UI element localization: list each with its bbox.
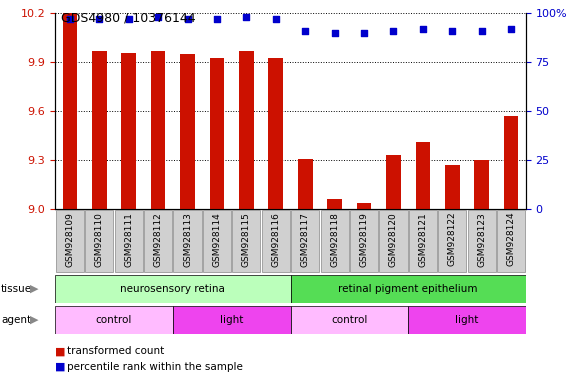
Point — [477, 28, 486, 34]
Bar — [63, 13, 77, 209]
Text: GSM928120: GSM928120 — [389, 212, 398, 266]
FancyBboxPatch shape — [468, 210, 496, 272]
FancyBboxPatch shape — [291, 210, 320, 272]
Point — [153, 14, 163, 20]
Bar — [327, 199, 342, 209]
Bar — [268, 58, 283, 209]
Point — [124, 16, 134, 22]
FancyBboxPatch shape — [261, 210, 290, 272]
Bar — [151, 51, 166, 209]
FancyBboxPatch shape — [497, 210, 525, 272]
Point — [507, 26, 516, 32]
Text: light: light — [220, 314, 243, 325]
Bar — [92, 51, 107, 209]
FancyBboxPatch shape — [144, 210, 172, 272]
Bar — [210, 58, 224, 209]
Text: agent: agent — [1, 314, 31, 325]
Text: GSM928112: GSM928112 — [153, 212, 163, 266]
FancyBboxPatch shape — [114, 210, 143, 272]
FancyBboxPatch shape — [232, 210, 260, 272]
Point — [65, 16, 74, 22]
Text: GSM928109: GSM928109 — [66, 212, 74, 267]
Bar — [474, 160, 489, 209]
Bar — [357, 203, 371, 209]
Text: percentile rank within the sample: percentile rank within the sample — [67, 362, 243, 372]
Text: ■: ■ — [55, 346, 66, 356]
Point — [300, 28, 310, 34]
Text: tissue: tissue — [1, 284, 33, 294]
Text: light: light — [456, 314, 479, 325]
Bar — [445, 165, 460, 209]
Text: GSM928116: GSM928116 — [271, 212, 280, 267]
Point — [330, 30, 339, 36]
Point — [183, 16, 192, 22]
Text: GSM928114: GSM928114 — [213, 212, 221, 266]
FancyBboxPatch shape — [350, 210, 378, 272]
FancyBboxPatch shape — [321, 210, 349, 272]
FancyBboxPatch shape — [290, 275, 526, 303]
Point — [271, 16, 281, 22]
Bar — [121, 53, 136, 209]
Text: transformed count: transformed count — [67, 346, 164, 356]
FancyBboxPatch shape — [379, 210, 407, 272]
Bar — [386, 156, 401, 209]
Point — [360, 30, 369, 36]
Text: GDS4980 / 10376144: GDS4980 / 10376144 — [61, 12, 196, 25]
FancyBboxPatch shape — [409, 210, 437, 272]
Point — [447, 28, 457, 34]
Text: GSM928117: GSM928117 — [301, 212, 310, 267]
Text: GSM928115: GSM928115 — [242, 212, 251, 267]
FancyBboxPatch shape — [174, 210, 202, 272]
Text: ■: ■ — [55, 362, 66, 372]
FancyBboxPatch shape — [85, 210, 113, 272]
Text: ▶: ▶ — [30, 314, 39, 325]
Point — [418, 26, 428, 32]
Text: GSM928121: GSM928121 — [418, 212, 428, 266]
FancyBboxPatch shape — [290, 306, 408, 333]
Point — [95, 16, 104, 22]
Text: neurosensory retina: neurosensory retina — [120, 284, 225, 294]
Text: GSM928113: GSM928113 — [183, 212, 192, 267]
FancyBboxPatch shape — [173, 306, 290, 333]
FancyBboxPatch shape — [408, 306, 526, 333]
Text: GSM928111: GSM928111 — [124, 212, 133, 267]
Text: GSM928118: GSM928118 — [330, 212, 339, 267]
Text: GSM928122: GSM928122 — [448, 212, 457, 266]
Bar — [239, 51, 254, 209]
Text: ▶: ▶ — [30, 284, 39, 294]
Point — [212, 16, 221, 22]
Bar — [180, 54, 195, 209]
Text: control: control — [96, 314, 132, 325]
Text: control: control — [331, 314, 368, 325]
Text: retinal pigment epithelium: retinal pigment epithelium — [338, 284, 478, 294]
Text: GSM928110: GSM928110 — [95, 212, 104, 267]
FancyBboxPatch shape — [55, 306, 173, 333]
FancyBboxPatch shape — [55, 275, 290, 303]
Bar — [298, 159, 313, 209]
Point — [389, 28, 398, 34]
FancyBboxPatch shape — [203, 210, 231, 272]
Text: GSM928124: GSM928124 — [507, 212, 515, 266]
Point — [242, 14, 251, 20]
Bar — [415, 142, 430, 209]
FancyBboxPatch shape — [56, 210, 84, 272]
Text: GSM928119: GSM928119 — [360, 212, 368, 267]
Text: GSM928123: GSM928123 — [477, 212, 486, 266]
FancyBboxPatch shape — [438, 210, 467, 272]
Bar — [504, 116, 518, 209]
